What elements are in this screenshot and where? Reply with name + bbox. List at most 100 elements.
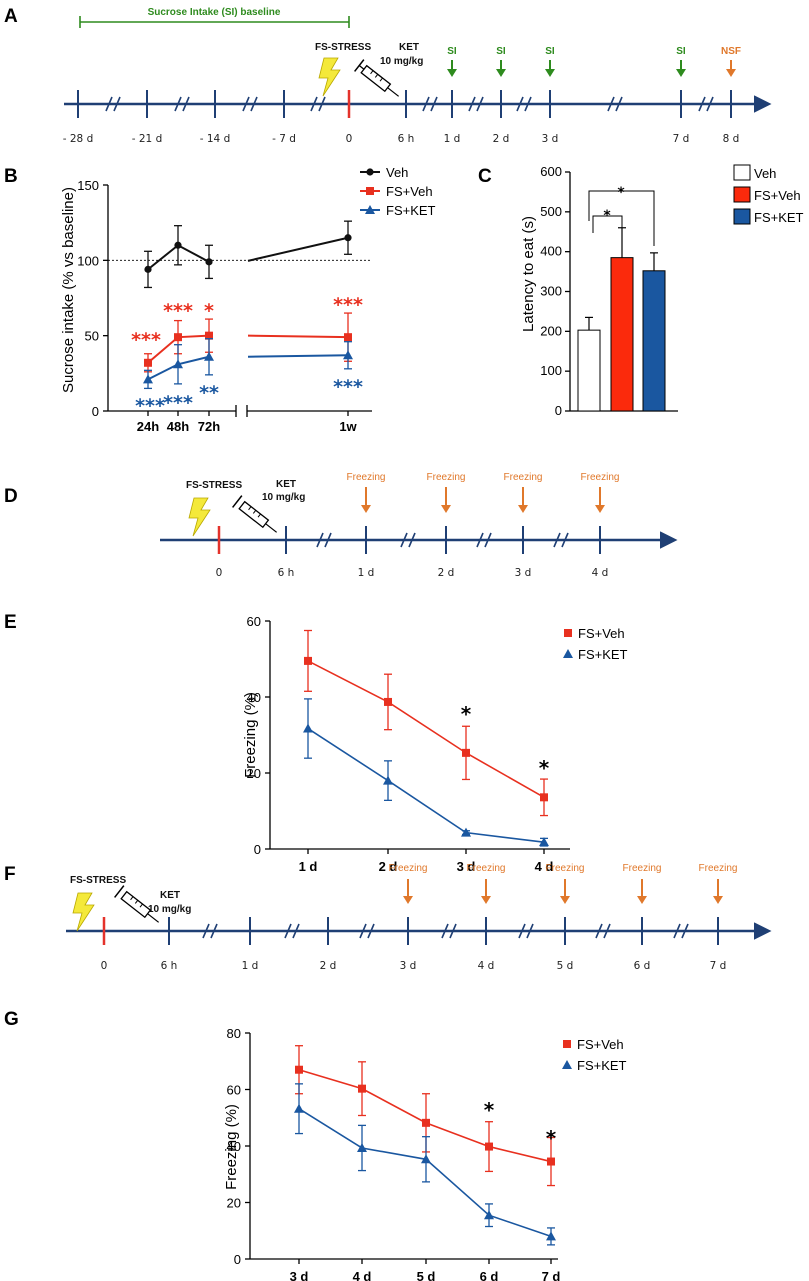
axis-break-mark [430,96,438,112]
data-point-fs-ket [143,374,153,384]
significance-star: * [204,300,214,322]
y-tick-label: 200 [540,323,562,338]
panel-b: B Sucrose intake (% vs baseline) 0 50 100 1… [4,165,436,434]
axis-break-mark [561,532,569,548]
significance-star: * [461,702,472,726]
legend-c: Veh FS+Veh FS+KET [733,164,804,225]
panel-letter-b: B [4,166,18,187]
x-tick-label: 1 d [299,859,318,874]
x-tick-label: 3 d [457,859,476,874]
data-point-fs-ket [303,723,313,733]
ket-dose-a: 10 mg/kg [380,56,423,67]
axis-break-mark [105,96,113,112]
timeline-label: 2 d [320,960,337,972]
panel-d: D 0 6 h 1 d 2 d 3 d 4 d FS-STRESS KET 10 mg/k… [4,472,678,579]
chart-e-ylabel: Freezing (%) [242,692,259,778]
timeline-d-events: Freezing Freezing Freezing Freezing [347,472,619,513]
timeline-label: 6 h [278,567,295,579]
series-line-fs-veh [247,334,349,339]
x-tick-label: 6 d [480,1269,499,1281]
data-point-fs-ket [294,1103,304,1113]
ket-dose-d: 10 mg/kg [262,492,305,503]
y-tick-label: 60 [247,614,261,629]
chart-c-ylabel: Latency to eat (s) [520,216,537,332]
y-tick-label: 500 [540,204,562,219]
chart-b-ylabel: Sucrose intake (% vs baseline) [60,187,77,393]
significance-star: *** [163,392,193,414]
event-label: Freezing [467,863,506,874]
event-label: Freezing [389,863,428,874]
timeline-label: 0 [346,133,353,145]
y-tick-label: 20 [227,1196,241,1211]
event-arrow-head [726,69,736,77]
si-baseline-bracket: Sucrose Intake (SI) baseline [79,7,350,28]
legend-marker [365,205,375,214]
axis-break-mark [706,96,714,112]
axis-break-mark [476,96,484,112]
chart-e: 0 20 40 60 1 d 2 d 3 d 4 d * * FS+Veh FS+KET [247,614,628,874]
legend-label: FS+Veh [754,188,801,203]
significance-bracket [588,190,655,246]
ket-dose-f: 10 mg/kg [148,904,191,915]
event-arrow-head [676,69,686,77]
event-arrow-head [361,505,371,513]
event-label: Freezing [427,472,466,483]
timeline-label: 6 h [398,133,415,145]
axis-break-mark [284,923,292,939]
data-point-fs-veh [205,331,213,340]
significance-star: *** [135,395,165,417]
y-tick-label: 150 [77,178,99,193]
data-point-fs-ket [484,1210,494,1220]
data-point-fs-ket [204,351,214,361]
legend-chartE: FS+Veh FS+KET [563,626,628,662]
event-arrow-head [441,505,451,513]
panel-letter-a: A [4,6,18,27]
x-tick-label: 7 d [542,1269,561,1281]
chart-g: 0 20 40 60 80 3 d 4 d 5 d 6 d 7 d * * FS+Veh FS+KET [227,1026,627,1281]
y-tick-label: 40 [247,690,261,705]
axis-break-mark [516,96,524,112]
x-tick-label: 72h [198,419,220,434]
event-arrow-head [713,896,723,904]
axis-break-mark [603,923,611,939]
lightning-bolt-icon [72,892,95,932]
axis-break-mark [673,923,681,939]
y-tick-label: 20 [247,766,261,781]
syringe-icon [232,495,277,533]
axis-break-mark [210,923,218,939]
data-point-fs-veh [384,697,392,706]
panel-letter-c: C [478,166,492,187]
fs-stress-label-a: FS-STRESS [315,42,371,53]
timeline-f-ticks: 0 6 h 1 d 2 d 3 d 4 d 5 d 6 d 7 d [101,917,726,972]
y-tick-label: 0 [555,403,562,418]
data-point-veh [205,258,213,266]
ket-label-d: KET [276,479,296,490]
timeline-f-events: Freezing Freezing Freezing Freezing Freezing [389,863,737,904]
y-tick-label: 600 [540,164,562,179]
timeline-label: 8 d [723,133,740,145]
significance-star: *** [131,329,161,351]
axis-break-mark [182,96,190,112]
timeline-label: 4 d [592,567,609,579]
panel-e: E Freezing (%) 0 20 40 60 1 d 2 d 3 d 4 d * * FS+V… [4,612,628,874]
event-arrow-head [518,505,528,513]
axis-break-mark [292,923,300,939]
y-tick-label: 300 [540,284,562,299]
axis-break-mark [476,532,484,548]
event-label: SI [676,46,686,57]
lightning-bolt-icon [318,57,341,97]
y-tick-label: 80 [227,1026,241,1041]
axis-break-mark [468,96,476,112]
data-point-fs-ket [173,359,183,369]
data-point-fs-veh [547,1157,555,1166]
legend-label: Veh [386,165,408,180]
data-point-fs-veh [422,1118,430,1127]
bar-veh [577,329,601,412]
legend-label: Veh [754,166,776,181]
axis-break-mark [681,923,689,939]
significance-star: * [603,208,611,224]
data-point-fs-ket [539,837,549,847]
event-label: NSF [721,46,741,57]
